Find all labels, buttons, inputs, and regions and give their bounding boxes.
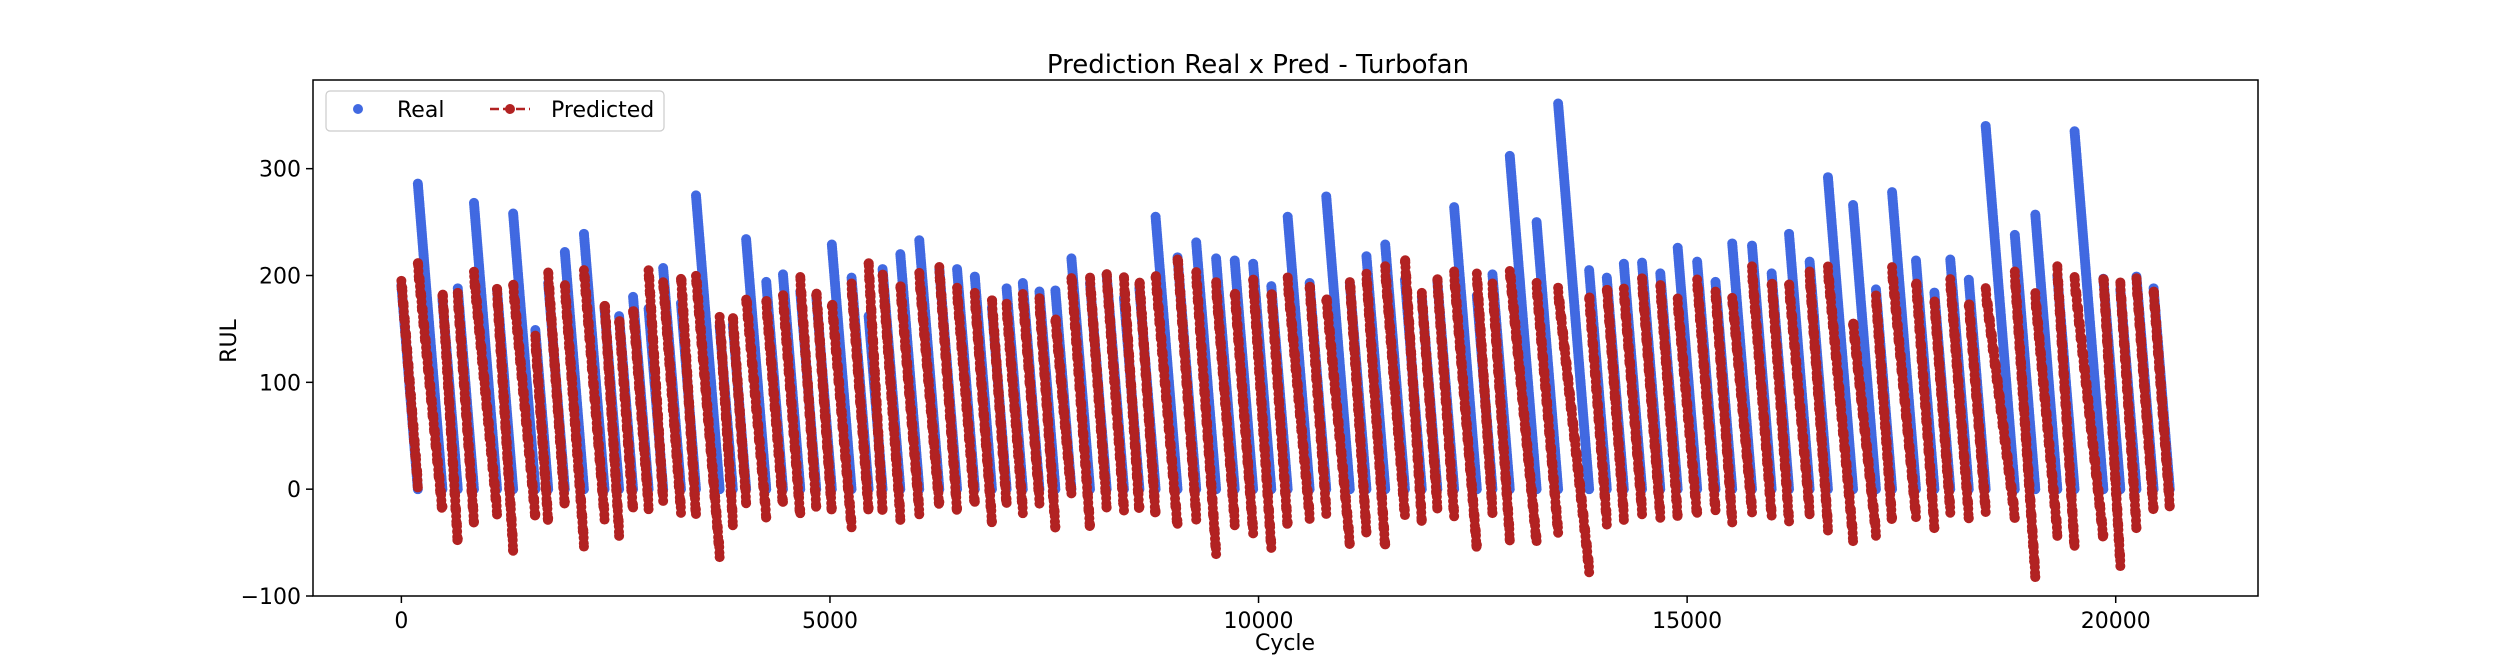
chart-title: Prediction Real x Pred - Turbofan: [1047, 50, 1469, 80]
plot-area: [396, 98, 2175, 583]
